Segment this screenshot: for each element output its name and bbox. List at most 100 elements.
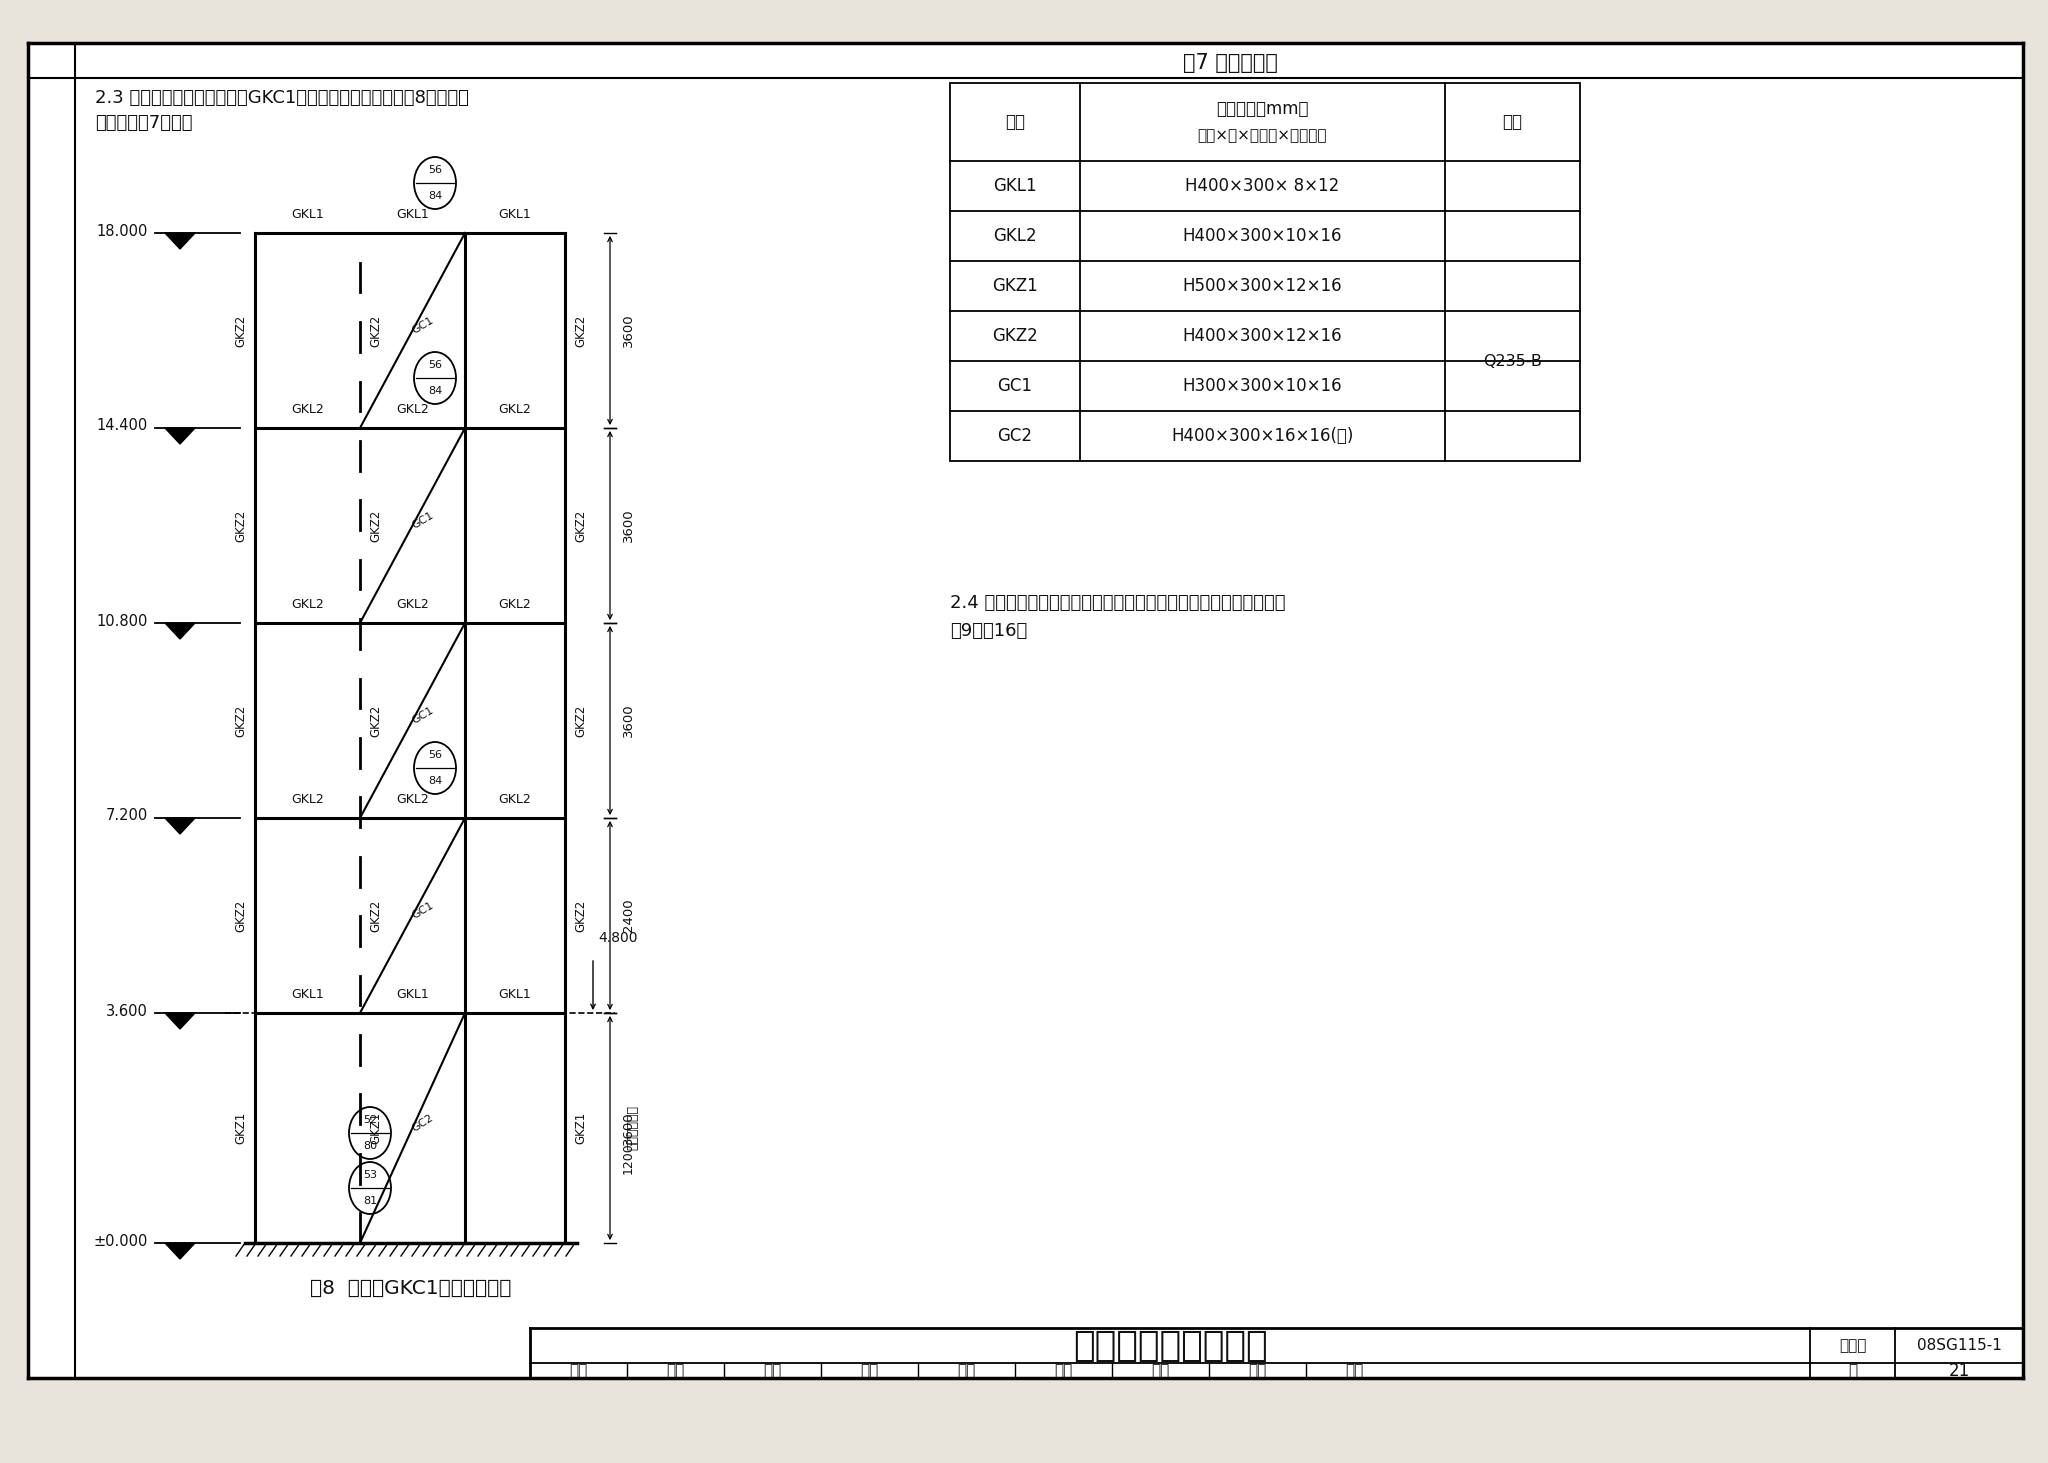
Text: H400×300× 8×12: H400×300× 8×12 [1186,177,1339,195]
Text: 84: 84 [428,192,442,200]
Text: 14.400: 14.400 [96,418,147,433]
Text: 审核: 审核 [569,1364,588,1378]
Text: 2400: 2400 [623,898,635,932]
Text: 56: 56 [428,360,442,370]
Text: GKZ2: GKZ2 [236,900,248,932]
Text: GC1: GC1 [410,705,434,726]
Text: GKZ1: GKZ1 [991,277,1038,296]
Text: GKL1: GKL1 [498,988,530,1001]
Text: 王辉: 王辉 [1055,1364,1073,1378]
Text: GKL2: GKL2 [395,402,428,415]
Polygon shape [166,623,195,639]
Text: H400×300×10×16: H400×300×10×16 [1184,227,1341,244]
Text: GKZ2: GKZ2 [575,315,588,347]
Text: GKL2: GKL2 [993,227,1036,244]
Text: GKL2: GKL2 [291,598,324,612]
Polygon shape [166,818,195,834]
Text: 3600: 3600 [623,704,635,737]
Text: 2.3 立面注写举例：某工程的GKC1立面的布置图，表示如图8，其中构: 2.3 立面注写举例：某工程的GKC1立面的布置图，表示如图8，其中构 [94,89,469,107]
Text: GKZ2: GKZ2 [575,900,588,932]
Text: 校对: 校对 [860,1364,879,1378]
Text: 52: 52 [362,1115,377,1125]
Text: 4.800: 4.800 [598,930,637,945]
Text: 王浩: 王浩 [956,1364,975,1378]
Text: GKL2: GKL2 [395,598,428,612]
Text: GC1: GC1 [410,511,434,531]
Text: GKL2: GKL2 [395,793,428,806]
Polygon shape [166,429,195,443]
Text: GKL1: GKL1 [291,988,324,1001]
Text: GKL2: GKL2 [498,598,530,612]
Text: GKZ2: GKZ2 [575,704,588,737]
Text: GKL1: GKL1 [498,208,530,221]
Text: H300×300×10×16: H300×300×10×16 [1182,377,1341,395]
Text: 3600: 3600 [623,509,635,543]
Text: GKZ2: GKZ2 [991,328,1038,345]
Text: GKL2: GKL2 [291,793,324,806]
Text: GKZ1: GKZ1 [236,1112,248,1144]
Text: 18.000: 18.000 [96,224,147,238]
Text: 图9～图16。: 图9～图16。 [950,622,1028,639]
Text: 3600: 3600 [623,1112,635,1146]
Text: 表7 构件截面表: 表7 构件截面表 [1182,53,1278,73]
Text: 设计: 设计 [1151,1364,1169,1378]
Text: GC2: GC2 [410,1112,434,1134]
Text: 80: 80 [362,1141,377,1151]
Text: GKZ2: GKZ2 [236,704,248,737]
Text: H500×300×12×16: H500×300×12×16 [1182,277,1341,296]
Text: 图8  某工程GKC1立面的布置图: 图8 某工程GKC1立面的布置图 [309,1279,512,1298]
Text: 图集号: 图集号 [1839,1339,1866,1353]
Text: GKZ2: GKZ2 [369,509,383,541]
Text: GC1: GC1 [410,900,434,920]
Text: GKL1: GKL1 [993,177,1036,195]
Text: 2.4 支撑节点参数法详图索引。立面图中支撑节点参数法详图索引见: 2.4 支撑节点参数法详图索引。立面图中支撑节点参数法详图索引见 [950,594,1286,612]
Text: 84: 84 [428,775,442,786]
Text: 08SG115-1: 08SG115-1 [1917,1339,2001,1353]
Text: GKL1: GKL1 [291,208,324,221]
Text: GKL2: GKL2 [291,402,324,415]
Text: 7.200: 7.200 [106,809,147,824]
Text: 1200: 1200 [623,1143,635,1173]
Text: 81: 81 [362,1195,377,1206]
Text: 王辉: 王辉 [1346,1364,1364,1378]
Text: 21: 21 [1948,1362,1970,1380]
Text: ±0.000: ±0.000 [94,1233,147,1248]
Text: GKZ2: GKZ2 [236,509,248,541]
Text: 申林: 申林 [666,1364,684,1378]
Text: GKL2: GKL2 [498,402,530,415]
Bar [950,83,1579,461]
Text: GC1: GC1 [410,315,434,336]
Text: 56: 56 [428,165,442,176]
Text: H400×300×12×16: H400×300×12×16 [1182,328,1341,345]
Text: 材质: 材质 [1503,113,1522,132]
Polygon shape [166,1012,195,1028]
Text: 中林: 中林 [764,1364,782,1378]
Text: GKZ2: GKZ2 [369,315,383,347]
Text: 84: 84 [428,386,442,396]
Text: 柱变截面标高: 柱变截面标高 [627,1106,639,1150]
Polygon shape [166,233,195,249]
Text: GKZ1: GKZ1 [575,1112,588,1144]
Text: 3600: 3600 [623,313,635,347]
Text: 53: 53 [362,1170,377,1181]
Text: GKZ2: GKZ2 [236,315,248,347]
Text: Q235-B: Q235-B [1483,354,1542,369]
Text: 立面布置图制图规则: 立面布置图制图规则 [1073,1328,1268,1362]
Text: 王禧: 王禧 [1249,1364,1266,1378]
Text: 56: 56 [428,751,442,759]
Text: 编号: 编号 [1006,113,1024,132]
Text: 页: 页 [1847,1364,1858,1378]
Text: GKL1: GKL1 [395,208,428,221]
Text: GKL2: GKL2 [498,793,530,806]
Text: （高×宽×腹板厚×翼缘厚）: （高×宽×腹板厚×翼缘厚） [1198,127,1327,143]
Text: 10.800: 10.800 [96,613,147,629]
Text: GC2: GC2 [997,427,1032,445]
Text: GKZ1: GKZ1 [369,1112,383,1144]
Text: 截面尺寸（mm）: 截面尺寸（mm） [1217,99,1309,117]
Text: GKZ2: GKZ2 [369,900,383,932]
Text: H400×300×16×16(转): H400×300×16×16(转) [1171,427,1354,445]
Text: GKL1: GKL1 [395,988,428,1001]
Text: GC1: GC1 [997,377,1032,395]
Text: GKZ2: GKZ2 [369,704,383,737]
Text: 件截面如表7所示。: 件截面如表7所示。 [94,114,193,132]
